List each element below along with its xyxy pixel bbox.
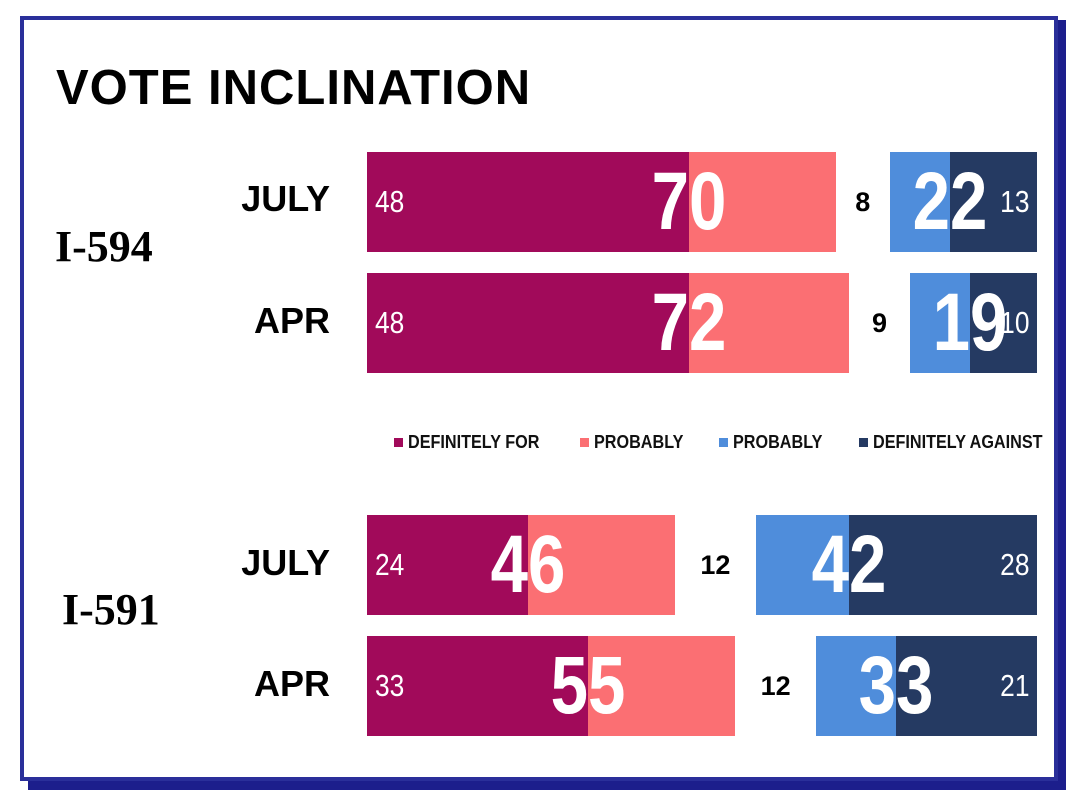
- bar-definitely-for-i594-apr: [367, 273, 689, 373]
- label-definitely-for-i594-july: 48: [375, 184, 405, 219]
- legend-item-definitely-against: DEFINITELY AGAINST: [858, 431, 1061, 453]
- legend-swatch-definitely-for: [394, 437, 403, 447]
- bar-probably-against-i591-july: [755, 515, 850, 615]
- label-total-against-i591-july: 42: [811, 519, 887, 610]
- bar-probably-for-i591-apr: [588, 636, 736, 736]
- label-undecided-i591-july: 12: [700, 550, 731, 580]
- bar-definitely-for-i591-july: [367, 515, 528, 615]
- period-label-i591-july: JULY: [241, 542, 330, 583]
- legend-swatch-definitely-against: [858, 437, 868, 447]
- bar-definitely-for-i591-apr: [367, 636, 589, 736]
- legend-label-definitely-for: DEFINITELY FOR: [408, 431, 540, 452]
- legend-label-probably-against: PROBABLY: [733, 431, 823, 452]
- bar-probably-against-i594-apr: [909, 273, 970, 373]
- label-total-for-i594-july: 70: [651, 156, 726, 247]
- legend: DEFINITELY FOR PROBABLY PROBABLY DEFINIT…: [394, 430, 1080, 454]
- label-total-for-i594-apr: 72: [651, 277, 726, 368]
- label-total-for-i591-july: 46: [490, 519, 566, 610]
- bar-definitely-for-i594-july: [367, 152, 689, 252]
- label-undecided-i591-apr: 12: [760, 671, 791, 701]
- label-definitely-against-i591-apr: 21: [999, 668, 1029, 703]
- bar-probably-for-i594-july: [688, 152, 836, 252]
- label-total-for-i591-apr: 55: [550, 640, 626, 731]
- bar-probably-for-i591-july: [527, 515, 676, 615]
- legend-label-probably-for: PROBABLY: [594, 431, 684, 452]
- legend-swatch-probably-against: [719, 437, 729, 447]
- label-definitely-against-i594-july: 13: [999, 184, 1029, 219]
- frame-shadow-bottom: [28, 781, 1066, 790]
- label-definitely-for-i591-july: 24: [375, 547, 405, 582]
- period-label-i591-apr: APR: [253, 663, 330, 704]
- bar-probably-against-i591-apr: [815, 636, 897, 736]
- label-total-against-i594-apr: 19: [932, 277, 1008, 368]
- bar-probably-for-i594-apr: [688, 273, 850, 373]
- label-definitely-against-i594-apr: 10: [999, 305, 1029, 340]
- chart-title: VOTE INCLINATION: [56, 61, 532, 115]
- bar-definitely-against-i594-july: [949, 152, 1037, 252]
- period-label-i594-july: JULY: [241, 178, 330, 219]
- label-definitely-against-i591-july: 28: [999, 547, 1029, 582]
- frame-shadow-right: [1058, 20, 1066, 788]
- label-definitely-for-i594-apr: 48: [375, 305, 405, 340]
- legend-item-definitely-for: DEFINITELY FOR: [394, 432, 554, 453]
- label-undecided-i594-july: 8: [855, 187, 871, 217]
- measure-label-i594: I-594: [55, 222, 153, 271]
- bar-definitely-against-i591-apr: [896, 636, 1037, 736]
- legend-item-probably-against: PROBABLY: [719, 432, 832, 453]
- legend-swatch-probably-for: [580, 437, 590, 447]
- measure-label-i591: I-591: [62, 585, 160, 634]
- label-total-against-i594-july: 22: [912, 156, 988, 247]
- label-definitely-for-i591-apr: 33: [375, 668, 405, 703]
- legend-item-probably-for: PROBABLY: [580, 432, 693, 453]
- period-label-i594-apr: APR: [253, 300, 330, 341]
- bar-probably-against-i594-july: [889, 152, 950, 252]
- legend-label-definitely-against: DEFINITELY AGAINST: [872, 431, 1043, 452]
- bar-definitely-against-i591-july: [849, 515, 1037, 615]
- bar-definitely-against-i594-apr: [970, 273, 1037, 373]
- label-total-against-i591-apr: 33: [858, 640, 934, 731]
- label-undecided-i594-apr: 9: [872, 308, 888, 338]
